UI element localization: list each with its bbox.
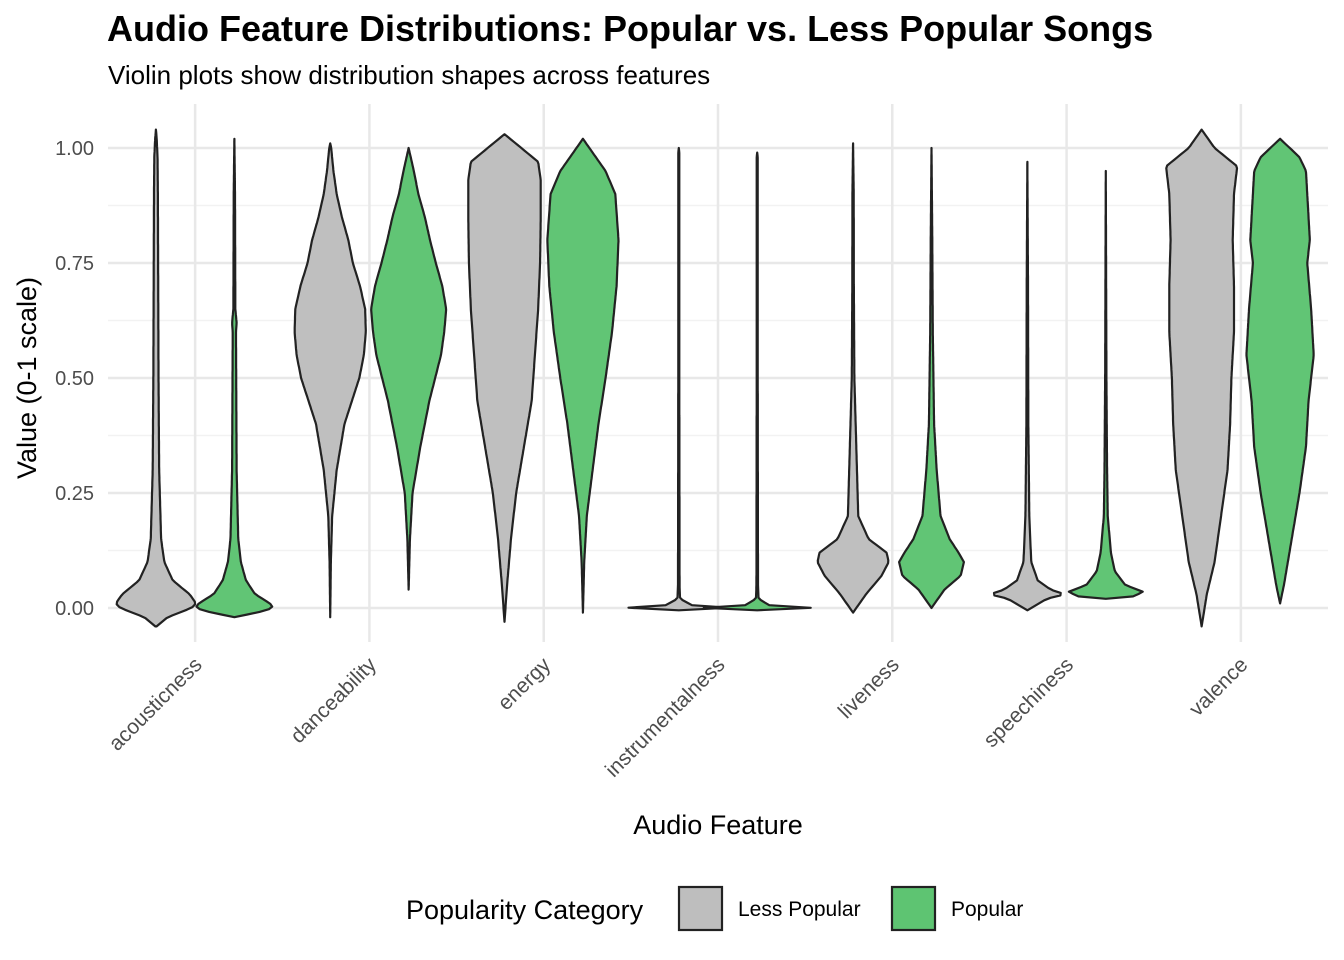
x-tick-label: liveness	[834, 653, 904, 723]
legend-key-popular	[890, 885, 937, 932]
legend-label-popular: Popular	[951, 898, 1023, 921]
violin-speechiness-less-popular	[992, 160, 1062, 612]
y-axis-title: Value (0-1 scale)	[12, 277, 42, 479]
y-tick-label: 0.50	[55, 368, 94, 390]
y-tick-label: 1.00	[55, 138, 94, 160]
violin-energy-less-popular	[467, 133, 542, 623]
x-tick-label: danceability	[286, 653, 381, 748]
violin-liveness-less-popular	[816, 142, 890, 614]
x-axis-title: Audio Feature	[633, 810, 803, 840]
x-tick-label: acousticness	[105, 653, 207, 755]
chart-title: Audio Feature Distributions: Popular vs.…	[107, 8, 1154, 49]
violin-liveness-popular	[898, 146, 965, 610]
legend-key-less-popular	[677, 885, 724, 932]
violin-instrumentalness-popular	[702, 151, 812, 612]
grid-layer	[108, 104, 1328, 642]
violin-acousticness-popular	[195, 137, 274, 619]
x-tick-label: energy	[494, 653, 556, 715]
violin-danceability-popular	[370, 146, 448, 591]
y-tick-label: 0.75	[55, 253, 94, 275]
violin-layer	[115, 128, 1315, 628]
violin-energy-popular	[546, 137, 620, 614]
violin-danceability-less-popular	[293, 142, 367, 619]
violin-instrumentalness-less-popular	[627, 146, 731, 612]
x-tick-label: instrumentalness	[601, 653, 730, 782]
legend-title: Popularity Category	[406, 895, 644, 925]
x-tick-label: speechiness	[979, 653, 1078, 752]
violin-acousticness-less-popular	[115, 128, 197, 628]
y-tick-label: 0.00	[55, 598, 94, 620]
violin-speechiness-popular	[1067, 169, 1144, 600]
x-tick-label: valence	[1185, 653, 1252, 720]
chart-subtitle: Violin plots show distribution shapes ac…	[108, 60, 711, 90]
violin-valence-popular	[1245, 137, 1315, 605]
violin-valence-less-popular	[1165, 128, 1239, 628]
legend-label-less-popular: Less Popular	[738, 898, 861, 921]
y-tick-label: 0.25	[55, 483, 94, 505]
legend: Popularity Category Less Popular Popular	[406, 885, 1023, 932]
